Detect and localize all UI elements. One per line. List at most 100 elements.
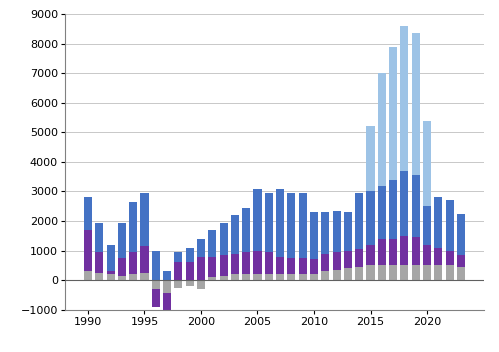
Bar [366, 126, 375, 191]
Bar [220, 276, 228, 280]
Bar [434, 265, 443, 280]
Bar [129, 202, 137, 252]
Bar [208, 230, 217, 257]
Bar [310, 212, 318, 259]
Bar [423, 265, 431, 280]
Bar [208, 257, 217, 277]
Bar [355, 193, 363, 249]
Bar [129, 274, 137, 280]
Bar [423, 120, 431, 206]
Bar [321, 212, 329, 253]
Bar [174, 280, 183, 288]
Bar [321, 253, 329, 271]
Bar [378, 265, 386, 280]
Bar [298, 258, 307, 274]
Bar [400, 236, 409, 265]
Bar [412, 265, 420, 280]
Bar [253, 251, 261, 274]
Bar [265, 274, 273, 280]
Bar [140, 193, 149, 246]
Bar [378, 73, 386, 186]
Bar [412, 175, 420, 237]
Bar [446, 251, 454, 265]
Bar [389, 46, 397, 180]
Bar [163, 280, 171, 294]
Bar [197, 280, 205, 289]
Bar [332, 211, 341, 252]
Bar [242, 252, 250, 274]
Bar [197, 257, 205, 280]
Bar [242, 208, 250, 252]
Bar [106, 274, 115, 280]
Bar [106, 245, 115, 271]
Bar [366, 245, 375, 265]
Bar [332, 270, 341, 280]
Bar [265, 252, 273, 274]
Bar [389, 180, 397, 239]
Bar [310, 259, 318, 274]
Bar [140, 246, 149, 273]
Bar [400, 265, 409, 280]
Bar [95, 222, 103, 252]
Bar [446, 200, 454, 251]
Bar [366, 191, 375, 245]
Bar [276, 257, 284, 274]
Bar [84, 197, 92, 230]
Bar [355, 267, 363, 280]
Bar [220, 255, 228, 276]
Bar [344, 251, 352, 268]
Bar [231, 215, 239, 253]
Bar [186, 280, 194, 286]
Bar [118, 276, 126, 280]
Bar [231, 253, 239, 274]
Bar [423, 206, 431, 245]
Bar [253, 189, 261, 251]
Bar [208, 277, 217, 280]
Bar [366, 265, 375, 280]
Bar [344, 212, 352, 251]
Bar [186, 263, 194, 280]
Bar [95, 252, 103, 273]
Bar [298, 274, 307, 280]
Bar [163, 294, 171, 310]
Bar [163, 271, 171, 280]
Bar [95, 273, 103, 280]
Bar [84, 271, 92, 280]
Bar [152, 251, 160, 280]
Bar [129, 252, 137, 274]
Bar [457, 267, 465, 280]
Bar [287, 258, 295, 274]
Bar [400, 26, 409, 171]
Bar [344, 268, 352, 280]
Bar [106, 271, 115, 274]
Bar [84, 230, 92, 271]
Bar [287, 193, 295, 258]
Bar [457, 214, 465, 255]
Bar [423, 245, 431, 265]
Bar [231, 274, 239, 280]
Bar [389, 265, 397, 280]
Bar [434, 197, 443, 248]
Bar [434, 248, 443, 265]
Bar [265, 193, 273, 252]
Bar [378, 239, 386, 265]
Bar [174, 263, 183, 280]
Bar [355, 249, 363, 267]
Bar [276, 189, 284, 257]
Bar [287, 274, 295, 280]
Bar [321, 271, 329, 280]
Bar [152, 280, 160, 289]
Bar [310, 274, 318, 280]
Bar [242, 274, 250, 280]
Bar [186, 248, 194, 263]
Bar [332, 252, 341, 270]
Bar [400, 171, 409, 236]
Bar [412, 33, 420, 175]
Bar [389, 239, 397, 265]
Bar [140, 273, 149, 280]
Bar [276, 274, 284, 280]
Bar [253, 274, 261, 280]
Bar [118, 222, 126, 258]
Bar [174, 252, 183, 263]
Bar [152, 289, 160, 307]
